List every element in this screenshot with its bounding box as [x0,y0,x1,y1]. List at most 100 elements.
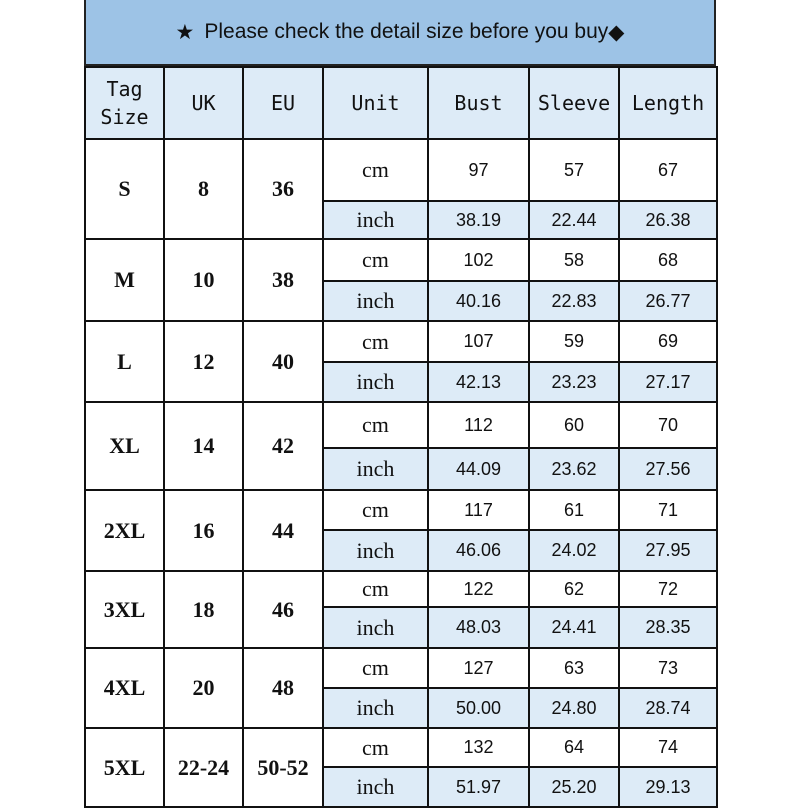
tag-size-cell: L [84,320,165,403]
eu-cell: 38 [242,238,324,322]
sleeve-inch-cell: 22.44 [528,200,620,240]
eu-cell: 46 [242,570,324,649]
bust-cm-cell: 122 [427,570,530,608]
bust-inch-cell: 50.00 [427,687,530,729]
uk-cell: 16 [163,489,244,572]
eu-cell: 36 [242,138,324,240]
sleeve-cm-cell: 63 [528,647,620,689]
uk-cell: 22-24 [163,727,244,808]
size-row-inch: inch 48.03 24.41 28.35 [85,606,718,649]
header-eu: EU [242,66,324,140]
length-cm-cell: 68 [618,238,718,282]
bust-inch-cell: 40.16 [427,280,530,322]
size-chart-title: ★ Please check the detail size before yo… [84,0,716,66]
sleeve-inch-cell: 24.02 [528,529,620,572]
unit-cell: inch [322,280,429,322]
bust-cm-cell: 107 [427,320,530,363]
size-row-inch: inch 40.16 22.83 26.77 [85,280,718,322]
eu-cell: 42 [242,401,324,491]
size-row-inch: inch 46.06 24.02 27.95 [85,529,718,572]
bust-cm-cell: 112 [427,401,530,449]
sleeve-cm-cell: 61 [528,489,620,531]
unit-cell: inch [322,606,429,649]
size-row-cm: 3XL 18 46 cm 122 62 72 [84,570,718,649]
sleeve-cm-cell: 59 [528,320,620,363]
uk-cell: 18 [163,570,244,649]
unit-cell: cm [322,320,429,363]
unit-cell: cm [322,570,429,608]
diamond-icon: ◆ [608,20,625,44]
tag-size-cell: 3XL [84,570,165,649]
length-inch-cell: 29.13 [618,766,718,808]
unit-cell: inch [322,361,429,403]
length-inch-cell: 26.77 [618,280,718,322]
header-row: Tag Size UK EU Unit Bust Sleeve Length [84,66,718,140]
eu-cell: 40 [242,320,324,403]
unit-cell: cm [322,401,429,449]
bust-inch-cell: 48.03 [427,606,530,649]
header-length: Length [618,66,718,140]
sleeve-inch-cell: 23.62 [528,447,620,491]
size-row-cm: M 10 38 cm 102 58 68 [84,238,718,322]
length-cm-cell: 73 [618,647,718,689]
bust-cm-cell: 132 [427,727,530,768]
bust-inch-cell: 38.19 [427,200,530,240]
tag-size-cell: XL [84,401,165,491]
unit-cell: cm [322,489,429,531]
unit-cell: inch [322,687,429,729]
size-chart: ★ Please check the detail size before yo… [84,0,718,808]
length-inch-cell: 27.56 [618,447,718,491]
uk-cell: 14 [163,401,244,491]
bust-inch-cell: 51.97 [427,766,530,808]
title-text: Please check the detail size before you … [204,20,609,43]
length-inch-cell: 27.95 [618,529,718,572]
size-row-cm: L 12 40 cm 107 59 69 [84,320,718,403]
unit-cell: cm [322,647,429,689]
length-cm-cell: 72 [618,570,718,608]
size-row-cm: XL 14 42 cm 112 60 70 [84,401,718,491]
size-row-cm: S 8 36 cm 97 57 67 [84,138,718,240]
sleeve-inch-cell: 24.80 [528,687,620,729]
eu-cell: 44 [242,489,324,572]
uk-cell: 12 [163,320,244,403]
header-bust: Bust [427,66,530,140]
bust-cm-cell: 117 [427,489,530,531]
size-row-inch: inch 38.19 22.44 26.38 [85,200,718,240]
size-row-inch: inch 44.09 23.62 27.56 [85,447,718,491]
length-cm-cell: 70 [618,401,718,449]
uk-cell: 20 [163,647,244,729]
sleeve-cm-cell: 57 [528,138,620,202]
size-row-cm: 4XL 20 48 cm 127 63 73 [84,647,718,729]
tag-size-cell: 2XL [84,489,165,572]
tag-size-cell: M [84,238,165,322]
bust-cm-cell: 102 [427,238,530,282]
sleeve-cm-cell: 60 [528,401,620,449]
size-row-inch: inch 50.00 24.80 28.74 [85,687,718,729]
unit-cell: inch [322,447,429,491]
unit-cell: inch [322,529,429,572]
eu-cell: 50-52 [242,727,324,808]
length-cm-cell: 67 [618,138,718,202]
bust-cm-cell: 97 [427,138,530,202]
header-tag-size: Tag Size [84,66,165,140]
unit-cell: inch [322,200,429,240]
length-inch-cell: 26.38 [618,200,718,240]
unit-cell: cm [322,727,429,768]
size-row-cm: 5XL 22-24 50-52 cm 132 64 74 [84,727,718,808]
sleeve-cm-cell: 58 [528,238,620,282]
unit-cell: inch [322,766,429,808]
uk-cell: 8 [163,138,244,240]
length-inch-cell: 27.17 [618,361,718,403]
tag-size-cell: S [84,138,165,240]
length-cm-cell: 74 [618,727,718,768]
sleeve-inch-cell: 25.20 [528,766,620,808]
bust-inch-cell: 46.06 [427,529,530,572]
tag-size-cell: 5XL [84,727,165,808]
unit-cell: cm [322,138,429,202]
sleeve-cm-cell: 64 [528,727,620,768]
tag-size-cell: 4XL [84,647,165,729]
sleeve-inch-cell: 22.83 [528,280,620,322]
eu-cell: 48 [242,647,324,729]
header-sleeve: Sleeve [528,66,620,140]
